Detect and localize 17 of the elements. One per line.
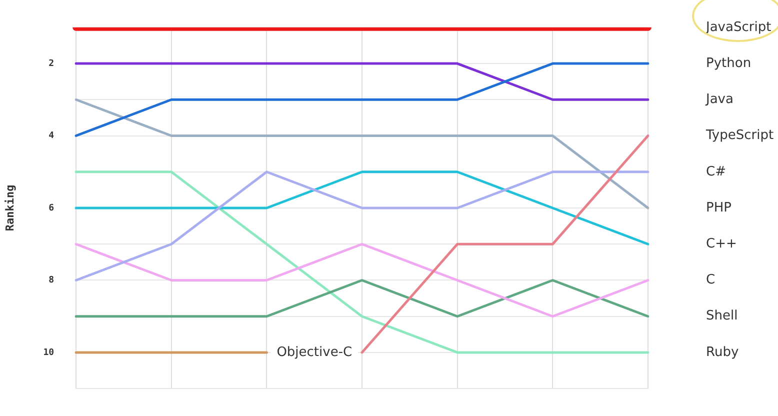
text: Python bbox=[706, 56, 752, 71]
y-tick-label: 8 bbox=[48, 276, 54, 286]
text: Ruby bbox=[706, 344, 739, 360]
text: Java bbox=[705, 92, 734, 108]
text: C++ bbox=[706, 236, 737, 252]
y-tick-label: 2 bbox=[48, 58, 54, 69]
series-label: Objective-C bbox=[276, 344, 352, 360]
text: TypeScript bbox=[705, 128, 774, 144]
y-tick-label: 10 bbox=[43, 348, 54, 358]
text: PHP bbox=[706, 200, 732, 216]
y-tick-label: 6 bbox=[48, 203, 54, 214]
text: C# bbox=[706, 164, 726, 180]
text: JavaScript bbox=[705, 20, 772, 35]
y-tick-label: 4 bbox=[48, 131, 55, 142]
text: Shell bbox=[706, 308, 738, 324]
text: C bbox=[706, 272, 716, 288]
y-axis-title: Ranking bbox=[3, 184, 16, 232]
